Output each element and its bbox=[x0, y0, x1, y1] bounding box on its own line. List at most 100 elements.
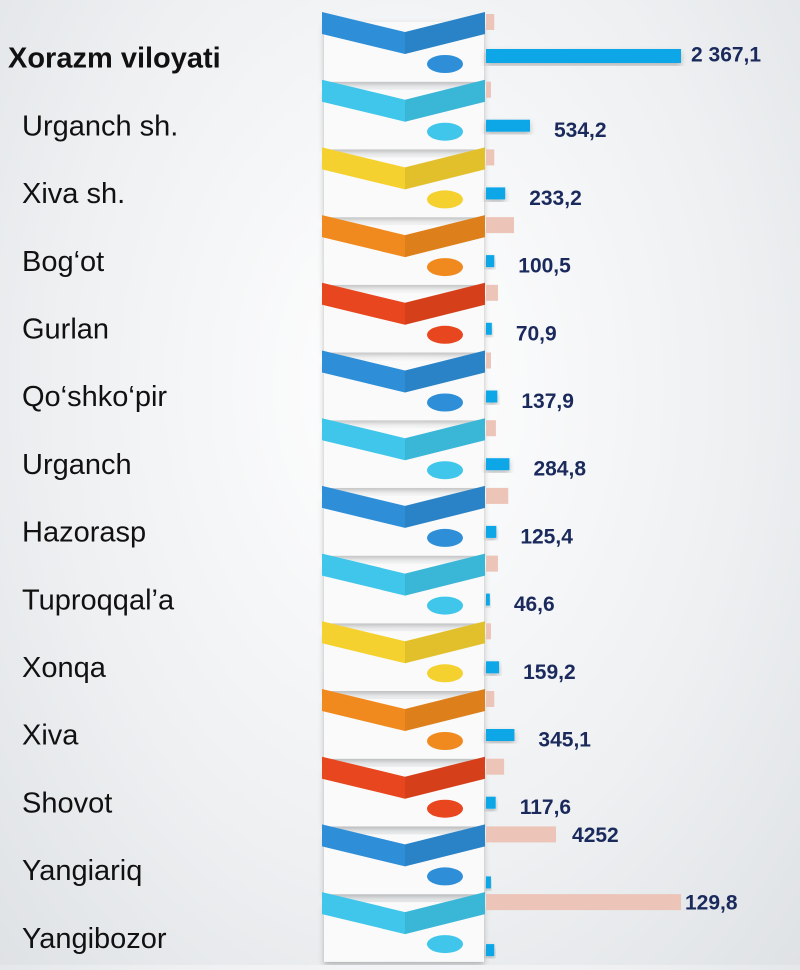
bar bbox=[486, 390, 498, 403]
chevron bbox=[322, 215, 485, 258]
chevron bbox=[322, 824, 485, 867]
dot bbox=[427, 867, 463, 886]
category-label: Xiva bbox=[22, 720, 79, 752]
chevron bbox=[322, 147, 485, 190]
category-label: Gurlan bbox=[22, 313, 109, 345]
category-label: Xiva sh. bbox=[22, 178, 125, 210]
chevron bbox=[322, 418, 485, 461]
bar bbox=[486, 729, 515, 741]
bar bbox=[486, 187, 506, 200]
category-label: Tupro­qqal’a bbox=[22, 584, 175, 616]
category-label: Qo‘shko‘pir bbox=[22, 381, 167, 413]
bar bbox=[486, 894, 681, 911]
value-label: 2 367,1 bbox=[691, 44, 761, 67]
value-label: 159,2 bbox=[523, 661, 576, 684]
dot bbox=[427, 528, 463, 547]
bar bbox=[486, 944, 495, 957]
bar bbox=[486, 691, 495, 707]
chevron-shade bbox=[405, 12, 485, 54]
category-label: Bog‘ot bbox=[22, 246, 104, 278]
dot bbox=[427, 393, 463, 412]
dot bbox=[427, 461, 463, 480]
dot bbox=[427, 596, 463, 615]
chevron bbox=[322, 350, 485, 393]
chevron-shade bbox=[405, 215, 485, 258]
chevron bbox=[322, 282, 485, 325]
chevron-shade bbox=[405, 79, 485, 122]
bar bbox=[486, 826, 557, 843]
chevron-shade bbox=[405, 553, 485, 596]
category-label: Urganch bbox=[22, 449, 132, 481]
bar bbox=[486, 623, 491, 640]
annotation: 4252 bbox=[572, 824, 619, 847]
bar bbox=[486, 119, 531, 132]
dot bbox=[427, 935, 463, 954]
chevron bbox=[322, 621, 485, 664]
bar bbox=[486, 661, 500, 674]
bar bbox=[486, 255, 495, 268]
bar bbox=[486, 593, 490, 606]
chevron bbox=[322, 553, 485, 596]
bar bbox=[486, 487, 509, 504]
dot bbox=[427, 325, 463, 344]
bar bbox=[486, 149, 495, 166]
value-label: 233,2 bbox=[529, 187, 582, 210]
value-label: 534,2 bbox=[554, 119, 607, 142]
value-label: 100,5 bbox=[518, 255, 571, 278]
bar bbox=[486, 796, 496, 809]
value-label: 46,6 bbox=[514, 593, 555, 616]
bar bbox=[486, 458, 510, 471]
bar bbox=[486, 555, 498, 572]
category-label: Hazorasp bbox=[22, 517, 146, 549]
dot bbox=[427, 258, 463, 277]
chevron bbox=[322, 689, 485, 731]
bar bbox=[486, 876, 491, 889]
chevron-shade bbox=[405, 689, 485, 731]
value-label: 345,1 bbox=[538, 729, 591, 752]
bar bbox=[486, 758, 505, 775]
chevron-shade bbox=[405, 756, 485, 799]
annotation: 129,8 bbox=[685, 892, 738, 915]
chevron-shade bbox=[405, 621, 485, 664]
category-label: Xorazm viloyati bbox=[8, 43, 221, 75]
bar bbox=[486, 14, 495, 30]
category-label: Urganch sh. bbox=[22, 110, 178, 142]
chevron-shade bbox=[405, 824, 485, 867]
bar bbox=[486, 352, 491, 369]
dot bbox=[427, 190, 463, 209]
bar bbox=[486, 525, 497, 538]
value-label: 117,6 bbox=[520, 796, 571, 819]
chevron-shade bbox=[405, 485, 485, 528]
category-label: Xonqa bbox=[22, 652, 107, 684]
bar bbox=[486, 322, 492, 335]
chevron bbox=[322, 79, 485, 122]
chevron-shade bbox=[405, 892, 485, 935]
value-label: 137,9 bbox=[521, 390, 574, 413]
dot bbox=[427, 55, 463, 73]
chevron-shade bbox=[405, 350, 485, 393]
category-label: Yangibozor bbox=[22, 923, 167, 955]
bar bbox=[486, 49, 681, 63]
dot bbox=[427, 799, 463, 818]
category-label: Yangiariq bbox=[22, 855, 142, 887]
category-label: Shovot bbox=[22, 787, 112, 819]
chevron-shade bbox=[405, 418, 485, 461]
dot bbox=[427, 732, 463, 750]
chevron bbox=[322, 892, 485, 935]
bar bbox=[486, 217, 515, 234]
chevron-shade bbox=[405, 147, 485, 190]
value-label: 284,8 bbox=[533, 458, 586, 481]
chevron bbox=[322, 756, 485, 799]
chevron bbox=[322, 485, 485, 528]
dot bbox=[427, 122, 463, 141]
bar bbox=[486, 420, 496, 437]
bar bbox=[486, 284, 498, 301]
value-label: 70,9 bbox=[516, 322, 557, 345]
value-label: 125,4 bbox=[520, 525, 573, 548]
chevron-shade bbox=[405, 282, 485, 325]
chevron bbox=[322, 12, 485, 54]
bar bbox=[486, 81, 491, 98]
dot bbox=[427, 664, 463, 683]
